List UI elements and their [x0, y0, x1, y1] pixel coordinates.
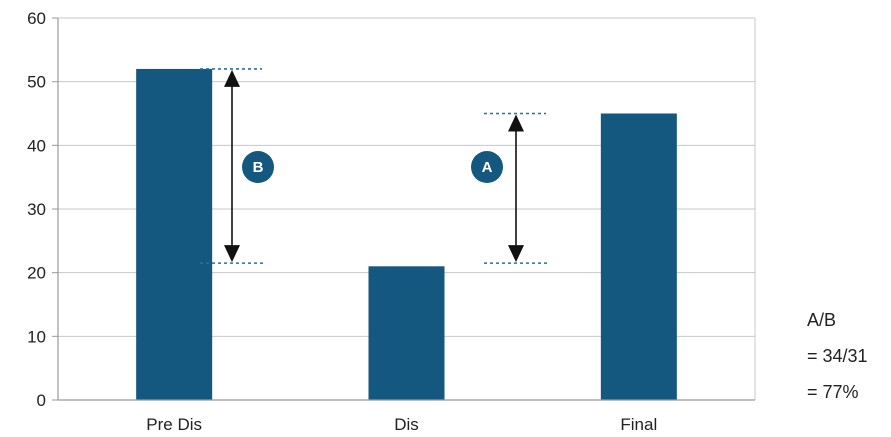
y-tick-label: 0 [37, 391, 46, 410]
x-tick-label: Pre Dis [146, 415, 202, 434]
arrowhead-up-icon [508, 114, 524, 132]
note-line-3: = 77% [807, 382, 859, 402]
arrowhead-down-icon [508, 245, 524, 263]
marker-label: A [482, 159, 493, 176]
axis-labels: 0 10 20 30 40 50 60 Pre Dis Dis Final [27, 9, 657, 434]
ratio-note: A/B = 34/31 = 77% [807, 310, 868, 402]
bars [136, 68, 677, 400]
bar-dis [368, 266, 445, 400]
y-tick-label: 40 [27, 136, 46, 155]
y-tick-label: 60 [27, 9, 46, 28]
marker-circle-b [242, 151, 274, 183]
y-tick-label: 50 [27, 73, 46, 92]
note-line-1: A/B [807, 310, 836, 330]
arrowhead-down-icon [224, 245, 240, 263]
bar-final [600, 113, 677, 400]
y-tick-label: 10 [27, 327, 46, 346]
x-tick-label: Dis [394, 415, 419, 434]
x-tick-label: Final [620, 415, 657, 434]
y-tick-label: 20 [27, 264, 46, 283]
y-tick-label: 30 [27, 200, 46, 219]
axes [52, 17, 755, 401]
annotation-b: B [200, 68, 274, 264]
marker-circle-a [471, 151, 503, 183]
marker-label: B [253, 159, 264, 176]
note-line-2: = 34/31 [807, 346, 868, 366]
annotation-a: A [471, 112, 548, 264]
arrowhead-up-icon [224, 69, 240, 87]
bar-pre-dis [136, 68, 213, 400]
